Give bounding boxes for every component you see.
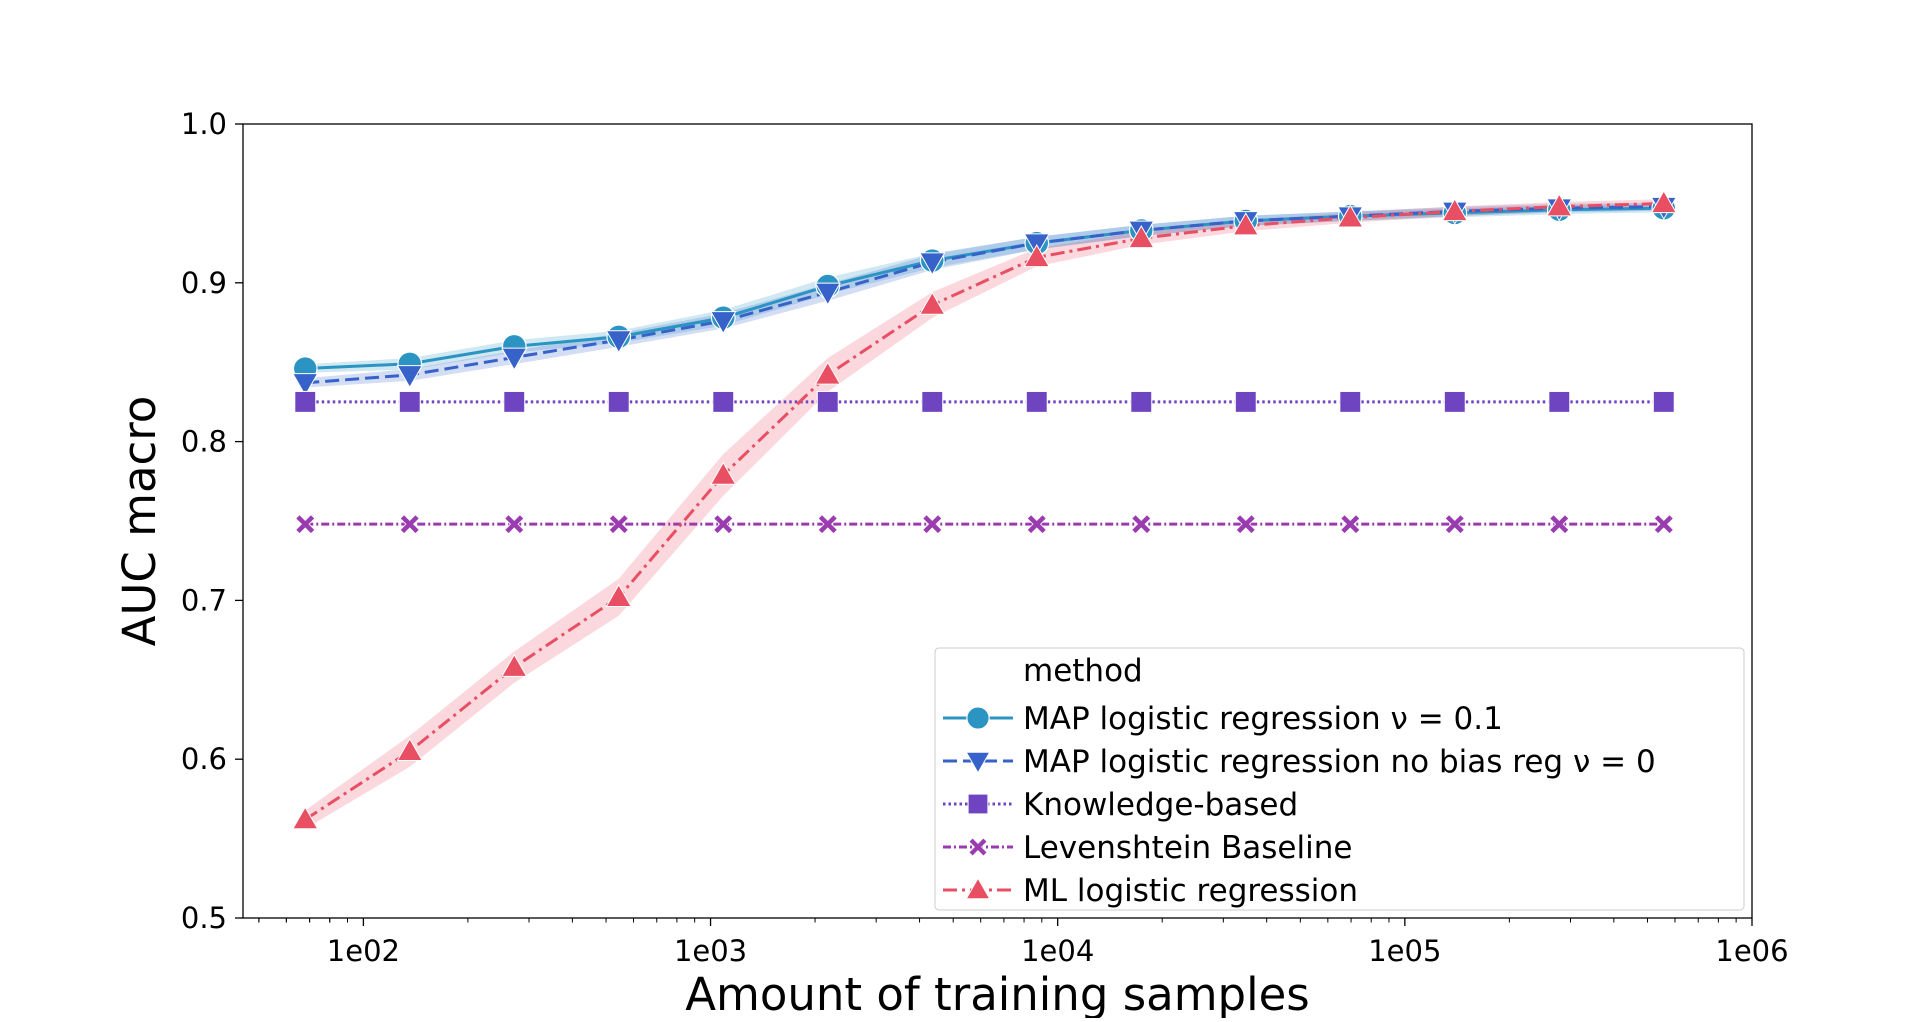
data-point xyxy=(1023,244,1050,268)
data-point xyxy=(1549,514,1570,535)
data-point xyxy=(713,514,734,535)
data-point xyxy=(710,461,737,485)
legend-title: method xyxy=(1023,653,1143,689)
data-point xyxy=(1130,390,1153,413)
data-point xyxy=(1548,390,1571,413)
legend: method MAP logistic regression ν = 0.1 MA… xyxy=(934,647,1745,911)
data-point xyxy=(294,390,317,413)
legend-marker xyxy=(966,706,990,730)
data-point xyxy=(295,514,316,535)
x-axis-label: Amount of training samples xyxy=(685,968,1310,1018)
data-point xyxy=(503,390,526,413)
x-tick-label: 1e04 xyxy=(1021,934,1094,968)
data-point xyxy=(814,282,841,306)
legend-label: MAP logistic regression no bias reg ν = … xyxy=(1023,744,1656,780)
plot-frame xyxy=(242,123,1753,919)
x-tick-label: 1e06 xyxy=(1715,934,1788,968)
data-point xyxy=(398,390,421,413)
data-point xyxy=(501,347,528,371)
x-tick-label: 1e03 xyxy=(674,934,747,968)
data-point xyxy=(919,252,946,276)
data-point xyxy=(1546,193,1573,217)
data-point xyxy=(1128,224,1155,249)
confidence-band xyxy=(305,202,1664,388)
data-point xyxy=(292,373,319,397)
data-point xyxy=(919,291,946,315)
series-lines xyxy=(304,201,1664,821)
x-axis: 1e02 1e03 1e04 1e05 1e06 xyxy=(258,918,1789,968)
data-point xyxy=(501,653,528,677)
legend-label: Levenshtein Baseline xyxy=(1023,830,1352,866)
data-point xyxy=(608,514,629,535)
legend-marker xyxy=(965,877,991,900)
data-point xyxy=(1131,514,1152,535)
data-point xyxy=(1444,514,1465,535)
legend-label: MAP logistic regression ν = 0.1 xyxy=(1023,701,1503,737)
data-point xyxy=(814,361,841,385)
data-point xyxy=(921,390,944,413)
series-markers xyxy=(292,190,1677,830)
data-point xyxy=(396,365,423,389)
data-point xyxy=(1340,514,1361,535)
data-point xyxy=(607,390,630,413)
data-point xyxy=(1650,190,1677,214)
legend-label: Knowledge-based xyxy=(1023,787,1298,823)
data-point xyxy=(1652,390,1675,413)
y-tick-label: 0.6 xyxy=(181,742,227,776)
y-tick-label: 1.0 xyxy=(181,107,227,141)
data-point xyxy=(1441,197,1468,222)
data-point xyxy=(817,514,838,535)
data-point xyxy=(922,514,943,535)
data-point xyxy=(1234,390,1257,413)
legend-marker xyxy=(965,751,991,774)
data-point xyxy=(1339,390,1362,413)
x-tick-label: 1e05 xyxy=(1368,934,1441,968)
data-point xyxy=(292,806,319,830)
data-point xyxy=(1443,390,1466,413)
y-tick-label: 0.5 xyxy=(181,901,227,935)
data-point xyxy=(1235,514,1256,535)
data-point xyxy=(1026,514,1047,535)
data-point xyxy=(399,514,420,535)
data-point xyxy=(504,514,525,535)
data-point xyxy=(1025,390,1048,413)
data-point xyxy=(396,737,423,762)
series-line xyxy=(304,201,1664,821)
data-point xyxy=(710,311,737,335)
data-point xyxy=(605,583,632,607)
y-tick-label: 0.7 xyxy=(181,583,227,617)
legend-marker xyxy=(968,837,988,857)
data-point xyxy=(1337,204,1364,228)
legend-marker xyxy=(967,793,989,815)
y-tick-label: 0.8 xyxy=(181,425,227,459)
y-axis-label: AUC macro xyxy=(113,396,166,647)
legend-box xyxy=(934,647,1745,911)
data-point xyxy=(1653,514,1674,535)
data-point xyxy=(712,390,735,413)
x-tick-label: 1e02 xyxy=(327,934,400,968)
legend-label: ML logistic regression xyxy=(1023,873,1358,909)
data-point xyxy=(605,330,632,354)
y-axis: 0.5 0.6 0.7 0.8 0.9 1.0 xyxy=(181,107,243,935)
y-tick-label: 0.9 xyxy=(181,266,227,300)
data-point xyxy=(816,390,839,413)
data-point xyxy=(1232,212,1259,236)
